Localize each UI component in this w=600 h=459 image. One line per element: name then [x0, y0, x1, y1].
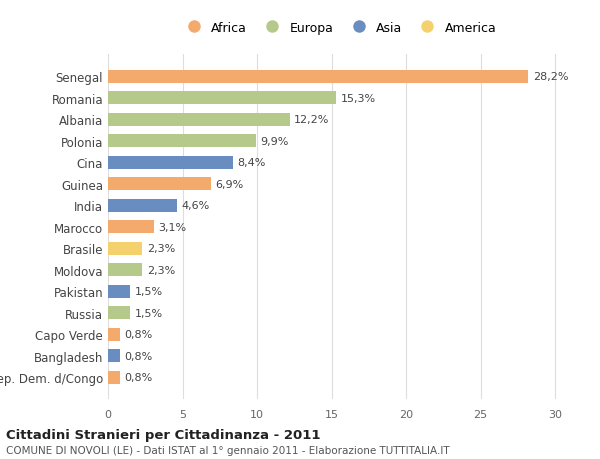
Text: 4,6%: 4,6% — [181, 201, 209, 211]
Bar — [108, 328, 120, 341]
Text: 0,8%: 0,8% — [124, 372, 152, 382]
Text: 2,3%: 2,3% — [147, 265, 175, 275]
Text: 12,2%: 12,2% — [294, 115, 329, 125]
Bar — [108, 221, 154, 234]
Text: 0,8%: 0,8% — [124, 351, 152, 361]
Text: 9,9%: 9,9% — [260, 136, 289, 146]
Text: Cittadini Stranieri per Cittadinanza - 2011: Cittadini Stranieri per Cittadinanza - 2… — [6, 428, 320, 442]
Text: 28,2%: 28,2% — [533, 72, 568, 82]
Legend: Africa, Europa, Asia, America: Africa, Europa, Asia, America — [176, 17, 502, 39]
Bar — [108, 371, 120, 384]
Bar — [108, 263, 142, 276]
Bar — [108, 113, 290, 127]
Text: 15,3%: 15,3% — [340, 94, 376, 104]
Text: COMUNE DI NOVOLI (LE) - Dati ISTAT al 1° gennaio 2011 - Elaborazione TUTTITALIA.: COMUNE DI NOVOLI (LE) - Dati ISTAT al 1°… — [6, 445, 449, 455]
Text: 8,4%: 8,4% — [238, 158, 266, 168]
Bar — [108, 349, 120, 362]
Bar — [108, 307, 130, 319]
Text: 2,3%: 2,3% — [147, 244, 175, 254]
Bar — [108, 135, 256, 148]
Bar — [108, 285, 130, 298]
Text: 1,5%: 1,5% — [135, 308, 163, 318]
Text: 6,9%: 6,9% — [215, 179, 244, 189]
Bar — [108, 157, 233, 169]
Bar — [108, 178, 211, 191]
Bar — [108, 242, 142, 255]
Text: 1,5%: 1,5% — [135, 286, 163, 297]
Text: 0,8%: 0,8% — [124, 330, 152, 339]
Bar — [108, 71, 528, 84]
Bar — [108, 199, 176, 212]
Bar — [108, 92, 336, 105]
Text: 3,1%: 3,1% — [158, 222, 187, 232]
